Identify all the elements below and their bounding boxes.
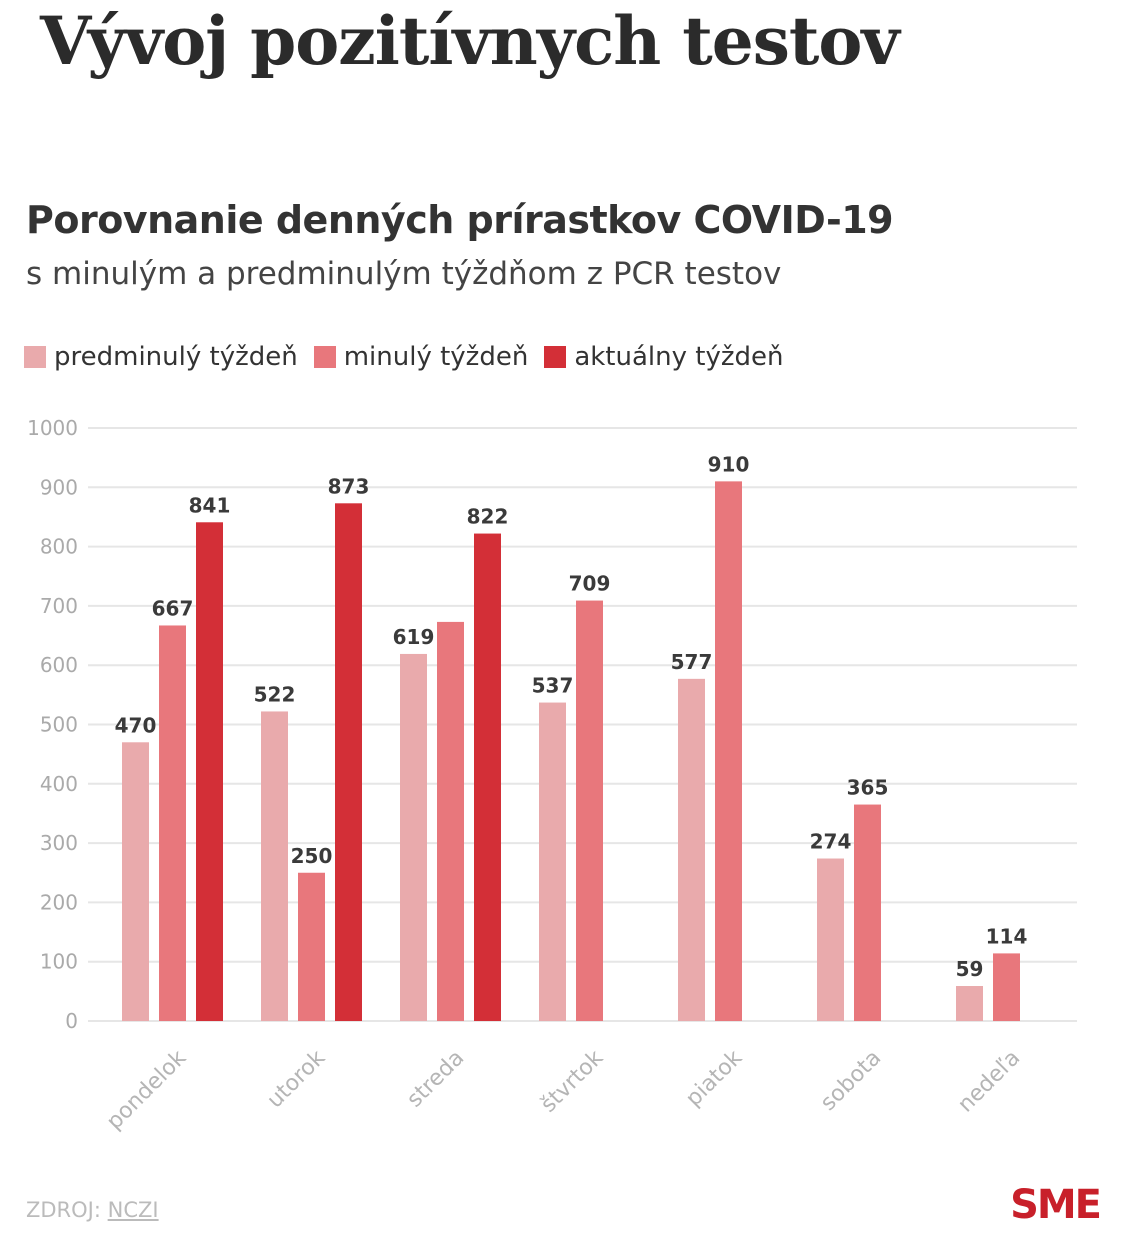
legend-item: aktuálny týždeň <box>544 342 783 372</box>
data-label: 873 <box>328 474 370 498</box>
x-tick-label: pondelok <box>102 1045 191 1134</box>
chart-title: Porovnanie denných prírastkov COVID-19 <box>26 198 894 242</box>
data-label: 841 <box>189 493 231 517</box>
legend-label: predminulý týždeň <box>54 342 298 372</box>
x-tick-label: streda <box>402 1046 469 1113</box>
data-label: 822 <box>467 505 509 529</box>
chart-subtitle: s minulým a predminulým týždňom z PCR te… <box>26 256 782 292</box>
bar <box>539 702 566 1021</box>
legend-label: aktuálny týždeň <box>574 342 784 372</box>
data-label: 577 <box>671 650 713 674</box>
data-label: 274 <box>810 830 852 854</box>
data-label: 522 <box>254 682 296 706</box>
bar <box>956 986 983 1021</box>
bar <box>817 858 844 1021</box>
data-label: 667 <box>152 596 194 620</box>
x-tick-label: piatok <box>681 1045 747 1111</box>
data-label: 910 <box>708 452 750 476</box>
bar <box>298 872 325 1021</box>
data-label: 365 <box>847 776 889 800</box>
legend-item: predminulý týždeň <box>24 342 298 372</box>
y-tick-label: 1000 <box>27 416 78 440</box>
y-tick-label: 0 <box>65 1009 78 1033</box>
source-link[interactable]: NCZI <box>107 1198 159 1222</box>
bar <box>993 953 1020 1021</box>
data-label: 619 <box>393 625 435 649</box>
data-label: 709 <box>569 572 611 596</box>
legend-swatch <box>313 346 336 368</box>
bar-chart: 0 100 200 300 400 500 600 700 800 900 1000 470 667 84… <box>27 416 1077 1135</box>
legend-swatch <box>24 346 46 368</box>
y-tick-label: 500 <box>40 713 78 737</box>
bar <box>576 600 603 1021</box>
legend-label: minulý týždeň <box>343 342 529 372</box>
source-label: ZDROJ: <box>26 1198 101 1222</box>
bar <box>159 625 186 1021</box>
x-tick-label: štvrtok <box>536 1045 608 1117</box>
y-tick-label: 400 <box>40 772 78 796</box>
x-tick-label: nedeľa <box>953 1046 1025 1118</box>
bar <box>678 678 705 1021</box>
legend-swatch <box>544 346 567 368</box>
y-tick-label: 300 <box>40 831 78 855</box>
bar <box>261 711 288 1021</box>
x-tick-label: utorok <box>263 1045 331 1113</box>
y-tick-label: 200 <box>40 890 78 914</box>
sme-logo: SME <box>1010 1182 1102 1228</box>
legend: predminulý týždeň minulý týždeň aktuálny… <box>24 342 783 372</box>
data-label: 114 <box>986 924 1028 948</box>
y-tick-label: 700 <box>40 594 78 618</box>
page-title: Vývoj pozitívnych testov <box>40 2 900 80</box>
data-label: 250 <box>291 844 333 868</box>
x-tick-label: sobota <box>816 1046 886 1116</box>
bar <box>335 503 362 1021</box>
legend-item: minulý týždeň <box>313 342 529 372</box>
y-tick-label: 900 <box>40 475 78 499</box>
bar <box>715 481 742 1021</box>
bar <box>196 522 223 1021</box>
y-tick-label: 800 <box>40 535 78 559</box>
source: ZDROJ: NCZI <box>26 1198 159 1222</box>
data-label: 470 <box>115 713 157 737</box>
bar <box>400 653 427 1021</box>
y-tick-label: 100 <box>40 950 78 974</box>
bar <box>854 804 881 1021</box>
data-label: 59 <box>956 957 984 981</box>
data-label: 537 <box>532 674 574 698</box>
bar <box>437 621 464 1021</box>
y-tick-label: 600 <box>40 653 78 677</box>
bar <box>122 742 149 1021</box>
bar <box>474 533 501 1021</box>
